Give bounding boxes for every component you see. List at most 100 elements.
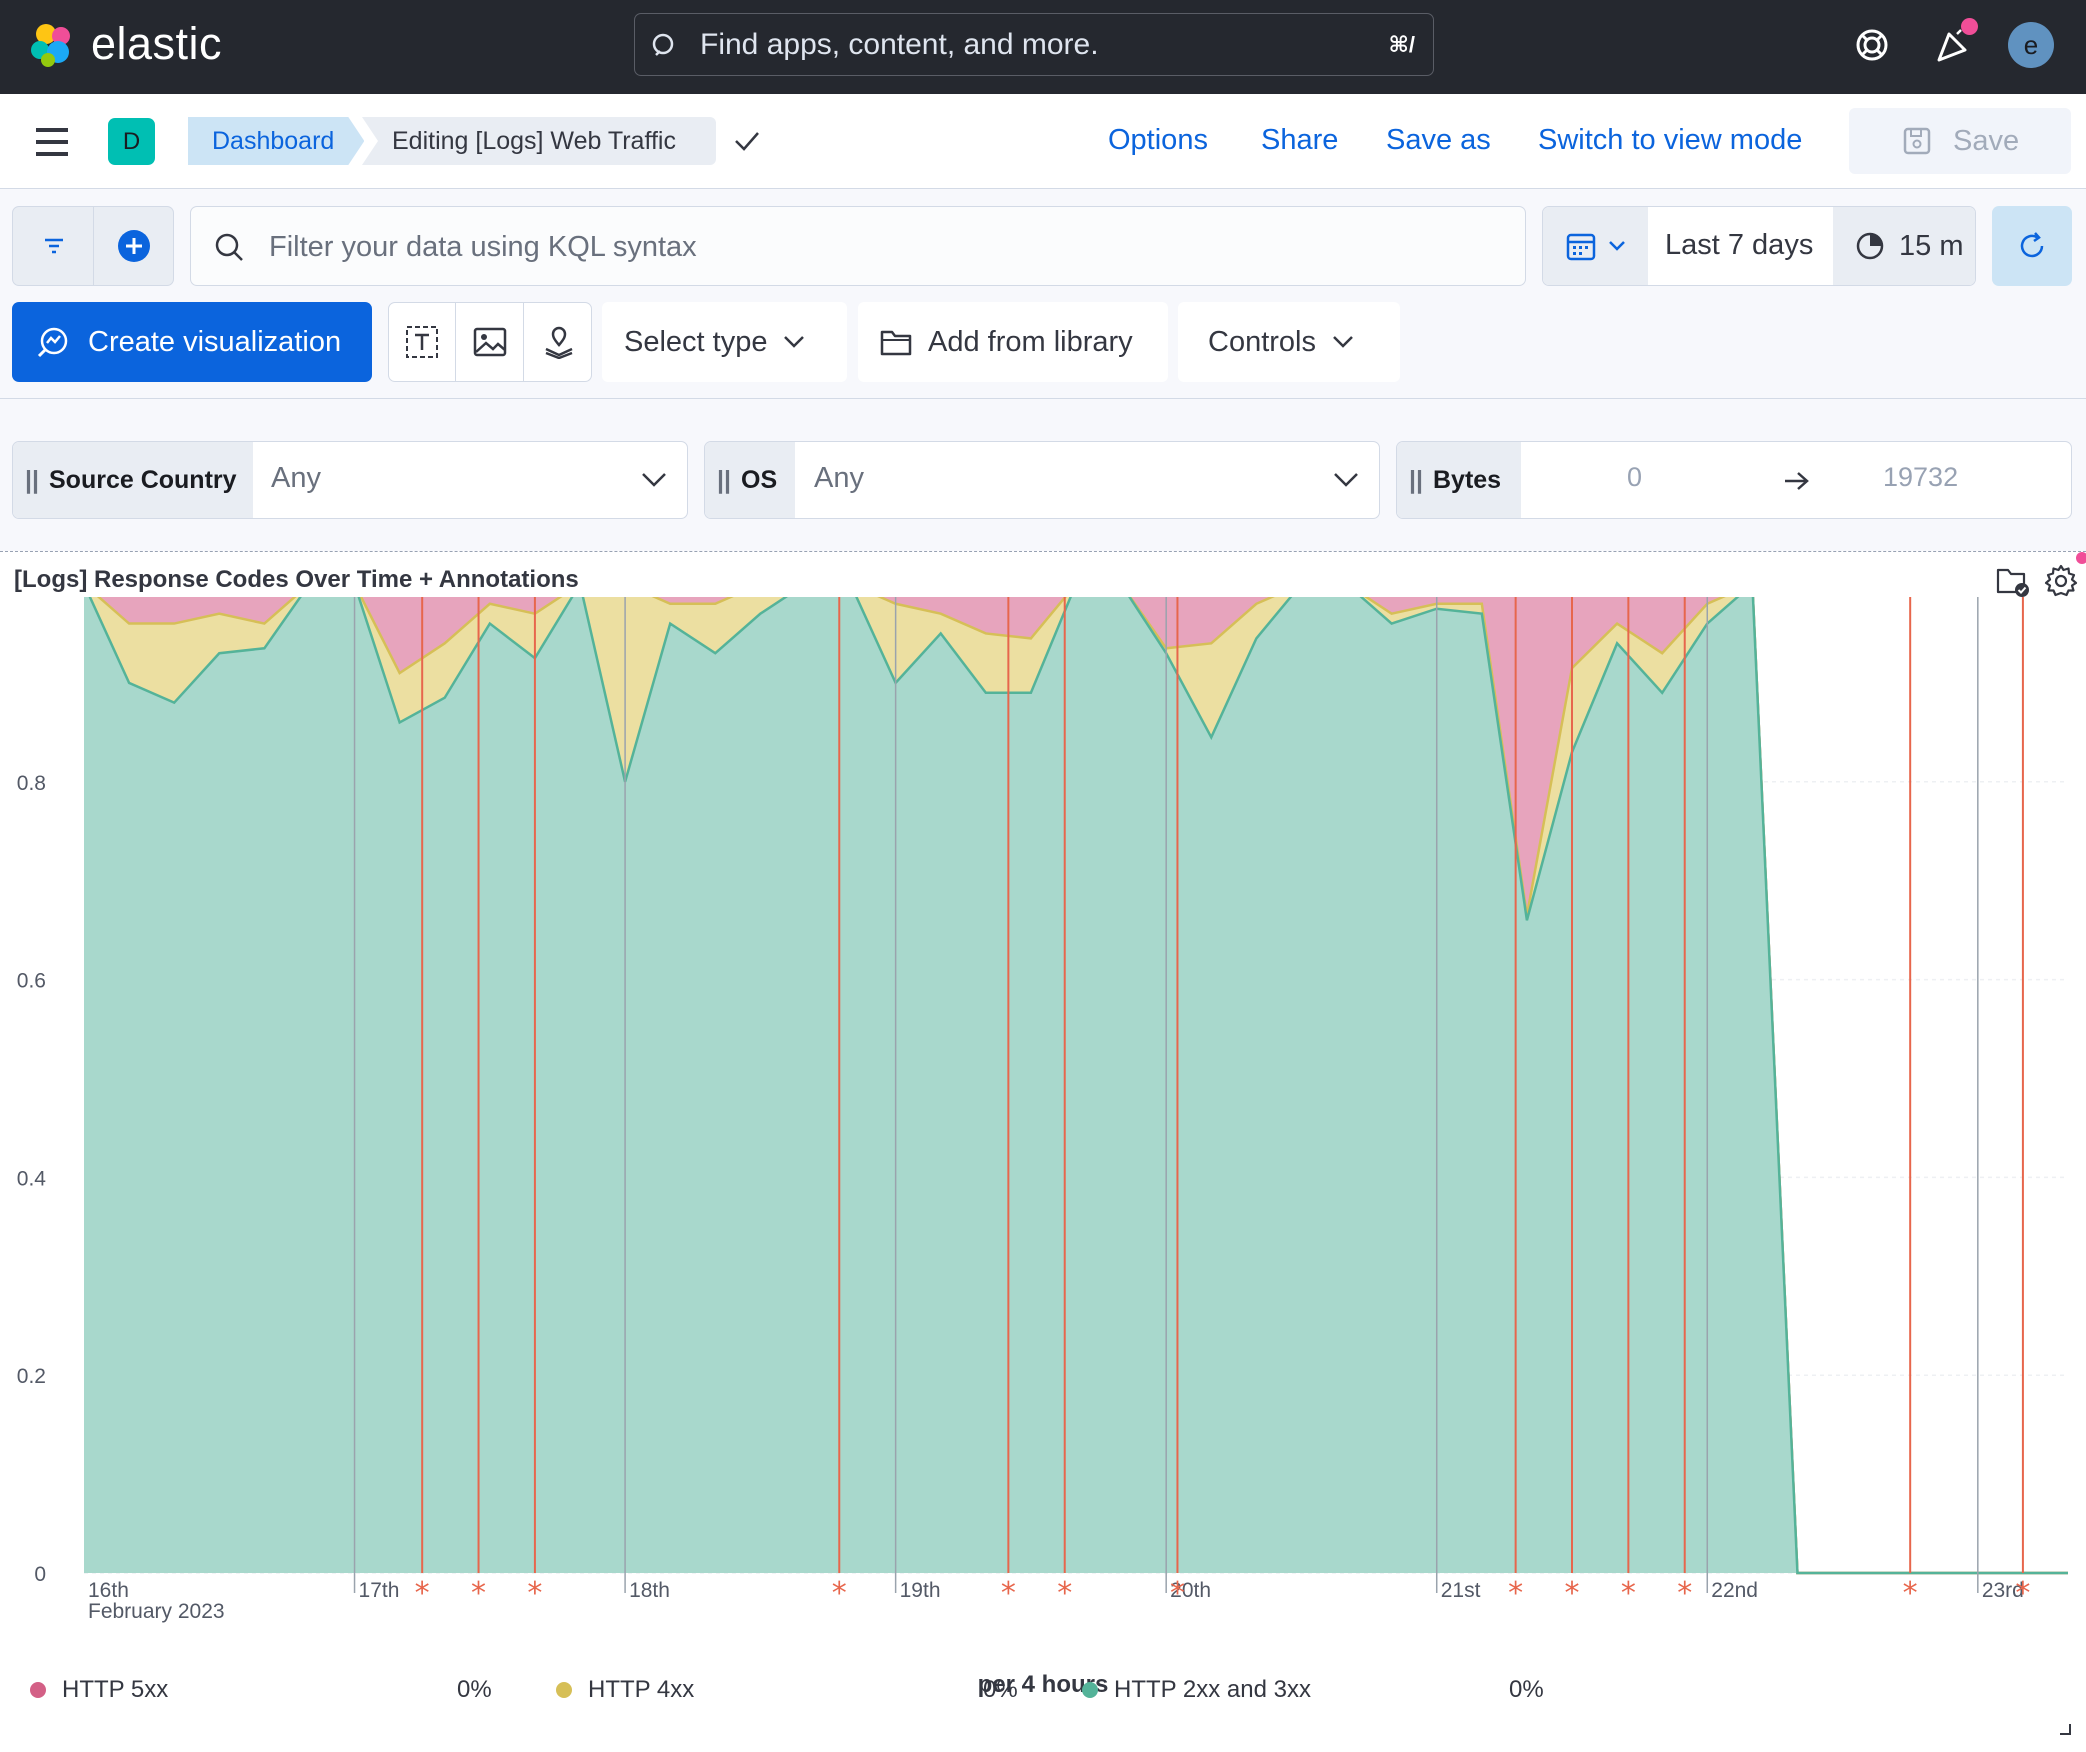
search-icon — [215, 233, 243, 261]
drag-handle-icon[interactable]: || — [1409, 465, 1423, 494]
control-label: || OS — [705, 442, 795, 518]
save-button[interactable]: Save — [1849, 108, 2071, 174]
annotation-marker-icon: * — [1001, 1576, 1016, 1611]
save-as-link[interactable]: Save as — [1386, 124, 1491, 156]
text-icon — [406, 326, 438, 358]
annotation-marker-icon: * — [1903, 1576, 1918, 1611]
response-codes-chart[interactable]: 00.20.40.60.8116th17th18th19th20th21st22… — [0, 597, 2086, 1752]
chevron-down-icon — [784, 336, 805, 348]
control-label-text: Source Country — [49, 465, 237, 494]
add-image-button[interactable] — [456, 303, 524, 381]
time-range[interactable]: Last 7 days — [1665, 229, 1814, 261]
legend-item-2xx[interactable]: HTTP 2xx and 3xx — [1082, 1676, 1311, 1704]
save-label: Save — [1953, 124, 2020, 157]
chevron-down-icon — [1608, 241, 1625, 251]
cheer-icon — [1937, 29, 1967, 62]
save-icon — [1903, 127, 1931, 155]
control-label: || Source Country — [13, 442, 253, 518]
space-avatar[interactable]: D — [108, 118, 155, 165]
annotation-marker-icon: * — [1508, 1576, 1523, 1611]
brand-name: elastic — [91, 18, 223, 69]
switch-view-mode-link[interactable]: Switch to view mode — [1538, 124, 1803, 156]
share-link[interactable]: Share — [1261, 124, 1339, 156]
select-type-button[interactable]: Select type — [602, 302, 847, 382]
filter-icon[interactable] — [43, 235, 65, 257]
search-icon — [652, 33, 674, 56]
legend-item-4xx[interactable]: HTTP 4xx — [556, 1676, 694, 1704]
legend-dot — [556, 1682, 572, 1698]
range-min[interactable]: 0 — [1627, 462, 1643, 492]
panel-badge-dot — [2076, 552, 2086, 564]
breadcrumb-dashboard[interactable]: Dashboard — [188, 117, 364, 165]
series-4xx-line — [96, 597, 2068, 1575]
quick-menu-button[interactable] — [1543, 207, 1648, 285]
menu-icon[interactable] — [36, 128, 68, 156]
refresh-button[interactable] — [1992, 206, 2072, 286]
options-link[interactable]: Options — [1108, 124, 1208, 156]
annotation-marker-icon: * — [527, 1576, 542, 1611]
refresh-interval[interactable]: 15 m — [1833, 207, 1975, 285]
annotation-marker-icon: * — [832, 1576, 847, 1611]
check-icon[interactable] — [734, 130, 760, 152]
controls-label: Controls — [1208, 325, 1316, 358]
control-value: Any — [814, 462, 864, 494]
calendar-icon — [1566, 233, 1595, 261]
toolbar-divider — [0, 398, 2086, 399]
add-map-button[interactable] — [524, 303, 591, 381]
x-tick-label: 20th — [1170, 1579, 1211, 1602]
add-markdown-button[interactable] — [389, 303, 456, 381]
app-header: D Dashboard Editing [Logs] Web Traffic O… — [0, 94, 2086, 189]
news-feed-button[interactable] — [1935, 18, 1978, 69]
x-tick-label: 17th — [359, 1579, 400, 1602]
chevron-down-icon — [642, 473, 666, 487]
chevron-down-icon — [1333, 336, 1353, 348]
x-tick-sublabel: February 2023 — [88, 1600, 225, 1623]
annotation-marker-icon: * — [1565, 1576, 1580, 1611]
kql-query-input[interactable]: Filter your data using KQL syntax — [190, 206, 1526, 286]
y-tick-label: 0 — [34, 1563, 46, 1586]
y-tick-label: 0.8 — [17, 772, 46, 795]
annotation-marker-icon: * — [415, 1576, 430, 1611]
drag-handle-icon[interactable]: || — [717, 465, 731, 494]
control-bytes[interactable]: || Bytes 0 19732 — [1396, 441, 2072, 519]
create-visualization-label: Create visualization — [88, 325, 342, 358]
global-search[interactable]: Find apps, content, and more. ⌘/ — [634, 13, 1434, 76]
image-icon — [473, 327, 506, 357]
folder-icon — [880, 330, 912, 356]
legend-label: HTTP 5xx — [62, 1676, 169, 1703]
annotation-marker-icon: * — [1621, 1576, 1636, 1611]
resize-handle-icon[interactable] — [2058, 1722, 2072, 1736]
legend-value: 0% — [983, 1676, 1018, 1703]
elastic-logo-icon[interactable] — [28, 20, 78, 70]
add-from-library-button[interactable]: Add from library — [858, 302, 1168, 382]
control-os[interactable]: || OS Any — [704, 441, 1380, 519]
x-tick-label: 22nd — [1711, 1579, 1758, 1602]
select-type-label: Select type — [624, 325, 768, 358]
x-tick-label: 23rd — [1982, 1579, 2024, 1602]
x-tick-label: 19th — [900, 1579, 941, 1602]
create-visualization-button[interactable]: Create visualization — [12, 302, 372, 382]
legend-dot — [30, 1682, 46, 1698]
range-max[interactable]: 19732 — [1883, 462, 1959, 492]
control-source-country[interactable]: || Source Country Any — [12, 441, 688, 519]
search-shortcut: ⌘/ — [1388, 32, 1415, 57]
y-tick-label: 0.6 — [17, 970, 46, 993]
maps-icon — [544, 326, 573, 359]
x-tick-label: 16th — [88, 1579, 129, 1602]
legend-value: 0% — [1509, 1676, 1544, 1703]
series-2xx-line — [88, 597, 2068, 1575]
legend-item-5xx[interactable]: HTTP 5xx — [30, 1676, 168, 1704]
chart-legend: HTTP 5xx 0% HTTP 4xx 0% HTTP 2xx and 3xx… — [0, 1676, 2086, 1716]
add-filter-icon[interactable] — [117, 229, 151, 263]
annotation-marker-icon: * — [471, 1576, 486, 1611]
saved-search-icon[interactable] — [1996, 566, 2030, 598]
gear-icon[interactable] — [2044, 564, 2078, 598]
help-icon[interactable] — [1855, 28, 1889, 62]
x-tick-label: 18th — [629, 1579, 670, 1602]
legend-label: HTTP 2xx and 3xx — [1114, 1676, 1311, 1703]
controls-button[interactable]: Controls — [1178, 302, 1400, 382]
drag-handle-icon[interactable]: || — [25, 465, 39, 494]
control-label: || Bytes — [1397, 442, 1521, 518]
user-avatar[interactable]: e — [2008, 22, 2054, 68]
quick-add-group — [388, 302, 592, 382]
